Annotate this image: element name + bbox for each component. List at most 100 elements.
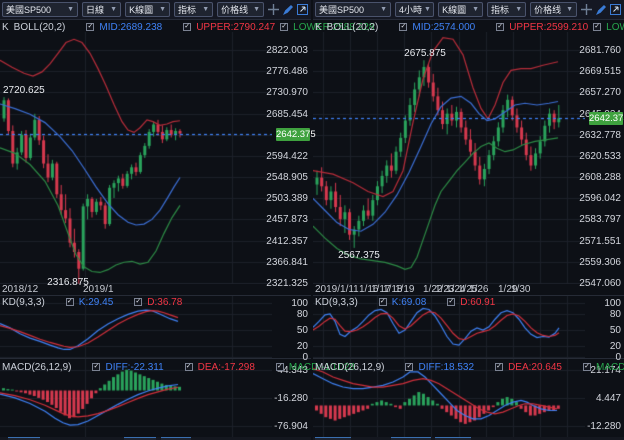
date-label: 2018/12: [2, 284, 39, 295]
kd-header: KD(9,3,3) K:29.45 D:36.78: [0, 296, 311, 308]
date-axis: 2018/12 2019/1: [0, 284, 311, 296]
draw-icon[interactable]: [595, 4, 607, 16]
bottom-toolbar-button[interactable]: [315, 437, 351, 440]
macd-macd-value: MACD:-10.028: [288, 361, 356, 373]
date-label: 2019/1/11: [315, 284, 359, 295]
boll-name: BOLL(20,2): [13, 21, 66, 33]
axis-tick: 80: [296, 308, 308, 320]
kd-d-checkbox[interactable]: [447, 298, 456, 306]
chart-type-select[interactable]: K線圖: [125, 2, 171, 17]
axis-tick: 4.447: [595, 393, 621, 404]
boll-lower-checkbox[interactable]: [280, 23, 289, 31]
boll-header: K BOLL(20,2) MID:2574.000 UPPER:2599.210…: [313, 21, 624, 33]
bottom-toolbar-button[interactable]: [124, 437, 156, 440]
boll-lower-value: LOWER:2588.228: [293, 21, 375, 33]
symbol-select[interactable]: 美國SP500: [315, 2, 392, 17]
boll-mid-value: MID:2574.000: [412, 21, 476, 33]
chart-type-select[interactable]: K線圖: [438, 2, 484, 17]
period-select[interactable]: 4小時: [395, 2, 435, 17]
kd-header: KD(9,3,3) K:69.08 D:60.91: [313, 296, 624, 308]
date-label: 1/24: [446, 284, 466, 295]
axis-tick: 2730.970: [266, 87, 308, 99]
chart-type-value: K線圖: [129, 5, 154, 15]
kd-k-checkbox[interactable]: [378, 298, 387, 306]
date-label: 1/17: [371, 284, 391, 295]
fullscreen-icon[interactable]: [297, 4, 308, 15]
price-line-value: 价格线: [221, 5, 249, 15]
axis-tick: 2681.760: [579, 45, 621, 57]
boll-header: K BOLL(20,2) MID:2689.238 UPPER:2790.247…: [0, 21, 374, 33]
bottom-toolbar-button[interactable]: [391, 437, 431, 440]
price-line-value: 价格线: [534, 5, 562, 15]
macd-chart-canvas[interactable]: [313, 359, 585, 437]
kd-chart-canvas[interactable]: [313, 296, 585, 358]
price-line-select[interactable]: 价格线: [530, 2, 577, 17]
chevron-down-icon: [472, 6, 479, 13]
axis-tick: 2596.042: [579, 193, 621, 205]
date-label: 1/29: [498, 284, 518, 295]
chevron-down-icon: [424, 6, 431, 13]
boll-upper-checkbox[interactable]: [183, 23, 192, 31]
bottom-toolbar-button[interactable]: [8, 437, 40, 440]
main-chart-canvas[interactable]: [0, 32, 272, 284]
axis-tick: 2583.797: [579, 214, 621, 226]
boll-lower-checkbox[interactable]: [593, 23, 602, 31]
pane-separator: [313, 358, 624, 359]
indicator-select[interactable]: 指标: [487, 2, 527, 17]
boll-mid-checkbox[interactable]: [399, 23, 408, 31]
macd-diff-value: DIFF:-22.311: [105, 361, 164, 373]
chart-panel-daily: 美國SP500 日線 K線圖 指标 价格线 K BOLL(20,2) MID:2…: [0, 0, 374, 440]
macd-diff-checkbox[interactable]: [92, 363, 101, 371]
symbol-select[interactable]: 美國SP500: [2, 2, 79, 17]
chart-panel-4hour: 美國SP500 4小時 K線圖 指标 价格线 K BOLL(20,2) MID:…: [313, 0, 624, 440]
axis-tick: 2776.486: [266, 66, 308, 78]
kd-name: KD(9,3,3): [315, 296, 358, 308]
axis-tick: 50: [296, 325, 308, 337]
boll-mid-checkbox[interactable]: [86, 23, 95, 31]
axis-tick: 2669.515: [579, 66, 621, 78]
crosshair-icon[interactable]: [581, 4, 592, 15]
macd-diff-checkbox[interactable]: [405, 363, 414, 371]
price-line-select[interactable]: 价格线: [217, 2, 264, 17]
macd-dea-checkbox[interactable]: [184, 363, 193, 371]
main-chart-canvas[interactable]: [313, 32, 585, 284]
macd-macd-checkbox[interactable]: [583, 363, 591, 371]
kd-k-checkbox[interactable]: [65, 298, 74, 306]
date-label: 1/18: [383, 284, 403, 295]
kd-chart-canvas[interactable]: [0, 296, 272, 358]
draw-icon[interactable]: [282, 4, 294, 16]
bottom-toolbar-button[interactable]: [161, 437, 191, 440]
crosshair-icon[interactable]: [268, 4, 279, 15]
axis-tick: 2547.060: [579, 278, 621, 290]
axis-tick: 20: [296, 341, 308, 353]
k-label: K: [315, 21, 322, 33]
axis-tick: 2657.270: [579, 87, 621, 99]
boll-upper-checkbox[interactable]: [496, 23, 505, 31]
chevron-down-icon: [202, 6, 209, 13]
bottom-strip: [0, 437, 311, 440]
macd-diff-value: DIFF:18.532: [418, 361, 475, 373]
macd-chart-canvas[interactable]: [0, 359, 272, 437]
axis-tick: 2632.778: [579, 129, 621, 141]
axis-tick: 2548.905: [266, 172, 308, 184]
boll-upper-value: UPPER:2790.247: [196, 21, 276, 33]
date-label: 1/22: [423, 284, 443, 295]
fullscreen-icon[interactable]: [610, 4, 621, 15]
boll-mid-value: MID:2689.238: [99, 21, 163, 33]
kd-d-checkbox[interactable]: [134, 298, 143, 306]
axis-tick: 2559.306: [579, 256, 621, 268]
period-select[interactable]: 日線: [82, 2, 122, 17]
chevron-down-icon: [110, 6, 117, 13]
indicator-select[interactable]: 指标: [174, 2, 214, 17]
indicator-value: 指标: [178, 5, 197, 15]
bottom-toolbar-button[interactable]: [435, 437, 471, 440]
axis-tick: 0: [302, 352, 308, 364]
chevron-down-icon: [566, 6, 573, 13]
toolbar-tools: [268, 4, 309, 16]
chevron-down-icon: [515, 6, 522, 13]
axis-tick: 100: [291, 298, 308, 310]
toolbar: 美國SP500 4小時 K線圖 指标 价格线: [313, 0, 624, 20]
macd-macd-checkbox[interactable]: [275, 363, 284, 371]
date-label: 1/30: [511, 284, 531, 295]
macd-dea-checkbox[interactable]: [495, 363, 504, 371]
